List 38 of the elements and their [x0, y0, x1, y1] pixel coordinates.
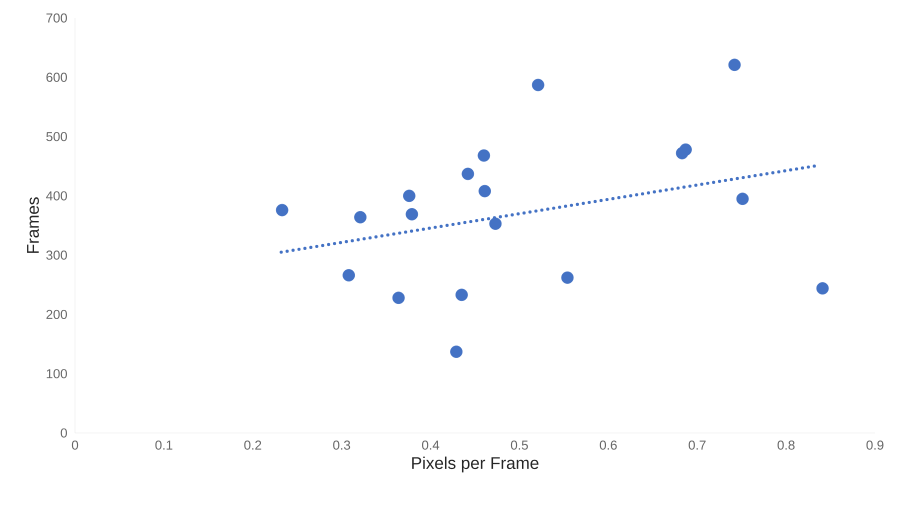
point: [736, 192, 749, 206]
x-tick-label: 0.5: [510, 440, 528, 450]
y-tick-label: 600: [46, 72, 67, 82]
point: [406, 208, 418, 220]
y-tick-label: 500: [46, 132, 67, 142]
point: [276, 204, 288, 216]
x-tick-label: 0.1: [155, 440, 172, 450]
point: [403, 190, 416, 202]
point: [392, 292, 405, 304]
x-tick-label: 0.9: [866, 440, 884, 450]
point: [679, 143, 692, 156]
point: [728, 58, 741, 72]
y-axis-title: Frames: [27, 197, 39, 253]
y-tick-label: 300: [46, 250, 67, 260]
y-tick-label: 100: [46, 369, 67, 378]
x-tick-label: 0.6: [600, 440, 617, 450]
point: [342, 269, 355, 282]
point: [532, 78, 544, 92]
x-tick-label: 0.2: [244, 440, 262, 450]
x-tick-label: 0.4: [422, 440, 440, 450]
y-tick-label: 0: [60, 428, 67, 438]
point: [478, 149, 490, 162]
point: [816, 282, 829, 295]
y-tick-label: 200: [46, 310, 67, 320]
x-tick-label: 0.3: [333, 440, 350, 450]
point: [478, 184, 491, 198]
x-tick-label: 0.7: [688, 440, 706, 450]
x-tick-label: 0: [72, 440, 78, 450]
point: [354, 210, 367, 224]
point: [561, 271, 574, 284]
x-axis-title: Pixels per Frame: [412, 456, 538, 472]
point: [455, 288, 468, 302]
point: [450, 346, 463, 358]
point: [489, 218, 502, 230]
point: [462, 168, 474, 180]
y-tick-label: 700: [46, 13, 67, 23]
y-tick-label: 400: [46, 191, 67, 200]
x-tick-label: 0.8: [778, 440, 795, 450]
